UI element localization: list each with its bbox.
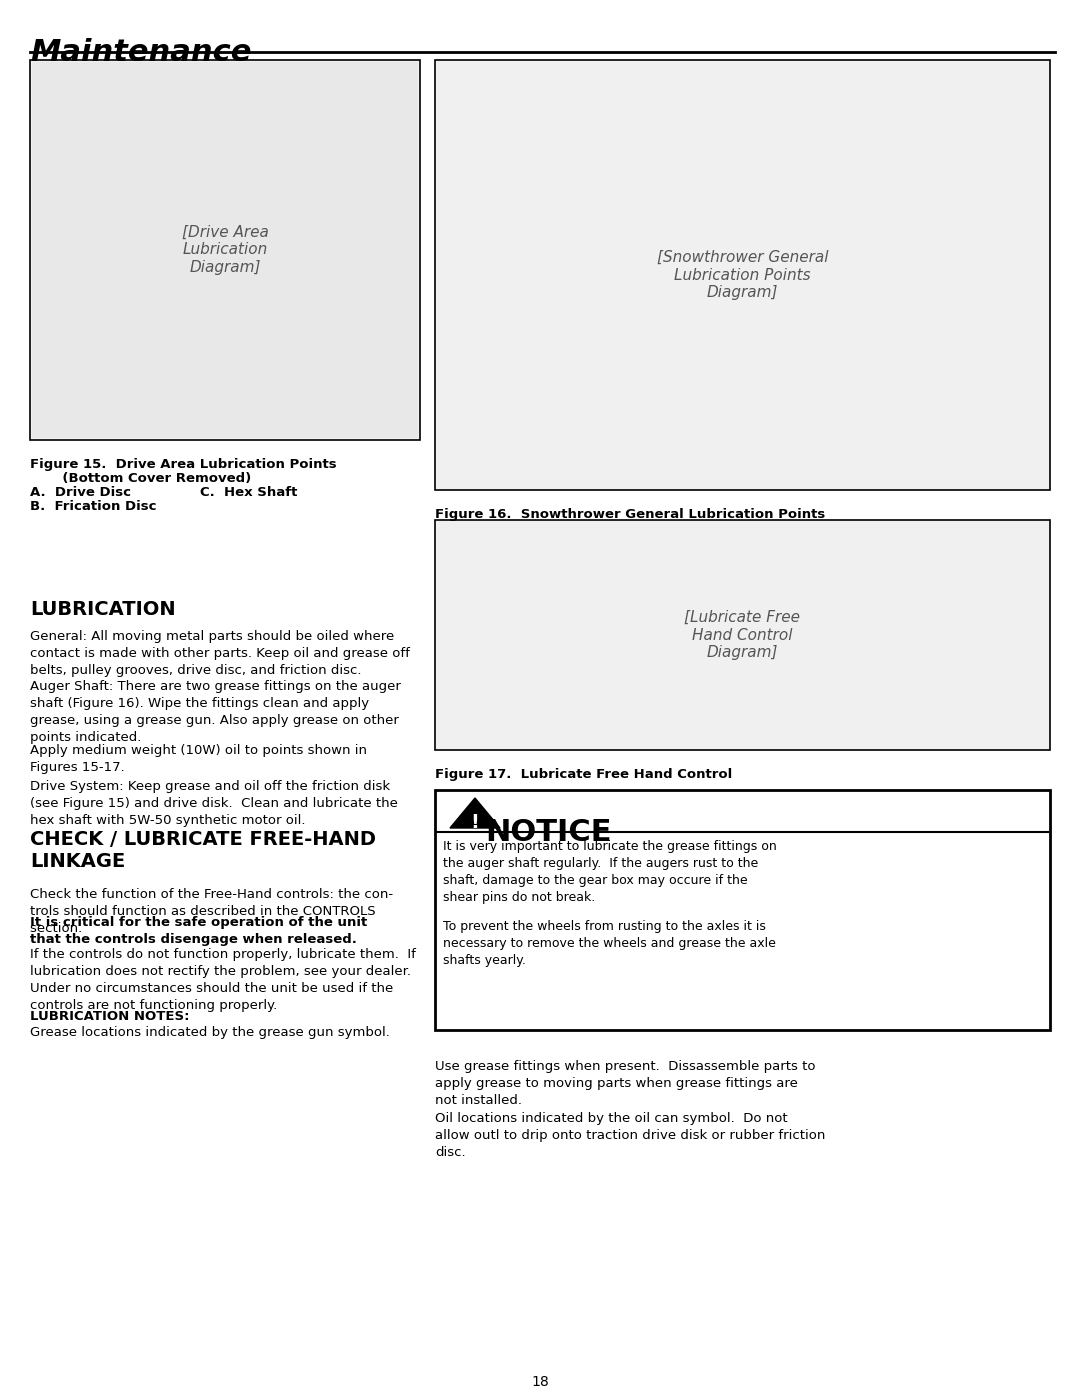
Text: A.  Drive Disc: A. Drive Disc: [30, 486, 131, 499]
Text: It is critical for the safe operation of the unit
that the controls disengage wh: It is critical for the safe operation of…: [30, 916, 367, 946]
Bar: [30, 60, 420, 440]
Text: Check the function of the Free-Hand controls: the con-
trols should function as : Check the function of the Free-Hand cont…: [30, 888, 393, 935]
Text: [Drive Area
Lubrication
Diagram]: [Drive Area Lubrication Diagram]: [181, 225, 269, 275]
Text: CHECK / LUBRICATE FREE-HAND
LINKAGE: CHECK / LUBRICATE FREE-HAND LINKAGE: [30, 830, 376, 870]
Text: 18: 18: [531, 1375, 549, 1389]
Text: Drive System: Keep grease and oil off the friction disk
(see Figure 15) and driv: Drive System: Keep grease and oil off th…: [30, 780, 397, 827]
Text: B.  Frication Disc: B. Frication Disc: [30, 500, 157, 513]
Bar: [435, 789, 1050, 1030]
Text: LUBRICATION NOTES:: LUBRICATION NOTES:: [30, 1010, 189, 1023]
Text: Use grease fittings when present.  Dissassemble parts to
apply grease to moving : Use grease fittings when present. Dissas…: [435, 1060, 815, 1106]
Bar: [435, 60, 1050, 490]
Text: Apply medium weight (10W) oil to points shown in
Figures 15-17.: Apply medium weight (10W) oil to points …: [30, 745, 367, 774]
Text: It is very important to lubricate the grease fittings on
the auger shaft regular: It is very important to lubricate the gr…: [443, 840, 777, 904]
Text: !: !: [471, 813, 480, 831]
Text: LUBRICATION: LUBRICATION: [30, 599, 176, 619]
Text: General: All moving metal parts should be oiled where
contact is made with other: General: All moving metal parts should b…: [30, 630, 410, 678]
Text: [Lubricate Free
Hand Control
Diagram]: [Lubricate Free Hand Control Diagram]: [685, 610, 800, 659]
Text: [Snowthrower General
Lubrication Points
Diagram]: [Snowthrower General Lubrication Points …: [657, 250, 828, 300]
Text: NOTICE: NOTICE: [485, 819, 611, 847]
Text: C.  Hex Shaft: C. Hex Shaft: [200, 486, 297, 499]
Text: To prevent the wheels from rusting to the axles it is
necessary to remove the wh: To prevent the wheels from rusting to th…: [443, 921, 775, 967]
Text: Figure 16.  Snowthrower General Lubrication Points: Figure 16. Snowthrower General Lubricati…: [435, 509, 825, 521]
Text: Figure 17.  Lubricate Free Hand Control: Figure 17. Lubricate Free Hand Control: [435, 768, 732, 781]
Bar: [435, 520, 1050, 750]
Text: Grease locations indicated by the grease gun symbol.: Grease locations indicated by the grease…: [30, 1025, 390, 1039]
Text: Auger Shaft: There are two grease fittings on the auger
shaft (Figure 16). Wipe : Auger Shaft: There are two grease fittin…: [30, 680, 401, 745]
Text: Oil locations indicated by the oil can symbol.  Do not
allow outl to drip onto t: Oil locations indicated by the oil can s…: [435, 1112, 825, 1160]
Text: If the controls do not function properly, lubricate them.  If
lubrication does n: If the controls do not function properly…: [30, 949, 416, 1011]
Polygon shape: [450, 798, 500, 828]
Text: (Bottom Cover Removed): (Bottom Cover Removed): [30, 472, 252, 485]
Bar: [32, 61, 418, 439]
Text: Maintenance: Maintenance: [30, 38, 252, 67]
Text: Figure 15.  Drive Area Lubrication Points: Figure 15. Drive Area Lubrication Points: [30, 458, 337, 471]
